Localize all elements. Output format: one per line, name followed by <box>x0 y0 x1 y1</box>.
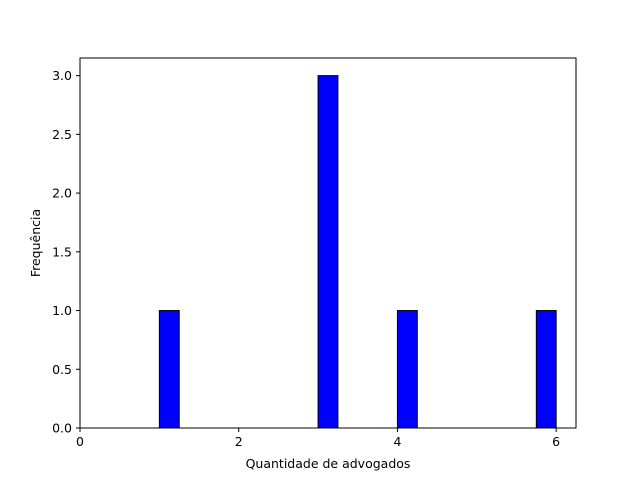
y-tick-label: 2.0 <box>52 186 72 201</box>
y-tick-label: 2.5 <box>52 127 72 142</box>
x-tick-label: 2 <box>235 434 243 449</box>
y-tick-label: 1.0 <box>52 303 72 318</box>
y-axis-title: Frequência <box>28 209 43 277</box>
histogram-bar-2 <box>396 310 418 429</box>
plot-area-frame <box>79 57 577 429</box>
y-tick-label: 0.0 <box>52 421 72 436</box>
x-axis-ticks: 0 2 4 6 <box>76 428 560 449</box>
y-tick-label: 3.0 <box>52 68 72 83</box>
y-tick-label: 1.5 <box>52 244 72 259</box>
bars-group <box>158 75 557 429</box>
x-tick-label: 6 <box>552 434 560 449</box>
x-tick-label: 4 <box>393 434 401 449</box>
y-tick-label: 0.5 <box>52 362 72 377</box>
x-axis-title: Quantidade de advogados <box>246 456 411 471</box>
histogram-bar-3 <box>535 310 557 429</box>
x-tick-label: 0 <box>76 434 84 449</box>
y-axis-ticks: 0.0 0.5 1.0 1.5 2.0 2.5 3.0 <box>52 68 80 436</box>
histogram-bar-1 <box>317 75 339 429</box>
histogram-bar-0 <box>158 310 180 429</box>
